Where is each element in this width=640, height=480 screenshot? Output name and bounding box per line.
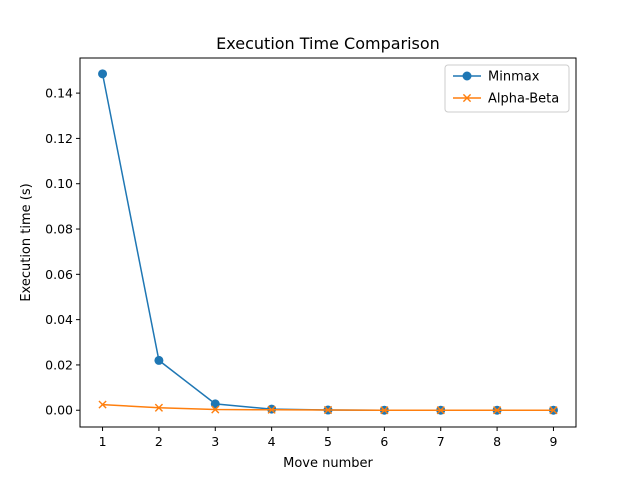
y-tick-label: 0.08: [45, 222, 73, 237]
data-point-minmax: [154, 355, 164, 365]
y-tick-label: 0.14: [45, 86, 73, 101]
y-axis-label: Execution time (s): [19, 183, 34, 301]
legend-entry-minmax: Minmax: [453, 70, 540, 85]
data-point-alpha-beta: [436, 406, 445, 415]
y-tick-label: 0.06: [45, 267, 73, 282]
x-tick-label: 9: [549, 434, 557, 449]
y-axis-ticks: 0.00 0.02 0.04 0.06 0.08 0.10 0.12 0.14: [45, 86, 80, 418]
x-tick-label: 6: [380, 434, 388, 449]
legend-label-alpha-beta: Alpha-Beta: [488, 92, 559, 107]
y-tick-label: 0.04: [45, 312, 73, 327]
data-point-alpha-beta: [98, 400, 107, 409]
series-layer: [98, 69, 558, 415]
x-axis-ticks: 1 2 3 4 5 6 7 8 9: [99, 427, 557, 449]
plot-frame: [79, 57, 577, 428]
legend-entry-alpha-beta: Alpha-Beta: [453, 92, 559, 107]
x-tick-label: 4: [268, 434, 276, 449]
data-point-alpha-beta: [323, 405, 333, 415]
series-alpha-beta: [98, 400, 558, 415]
y-tick-label: 0.10: [45, 176, 73, 191]
x-tick-label: 5: [324, 434, 332, 449]
x-tick-label: 8: [493, 434, 501, 449]
y-tick-label: 0.12: [45, 131, 73, 146]
y-tick-label: 0.00: [45, 403, 73, 418]
legend: Minmax Alpha-Beta: [444, 64, 570, 113]
x-tick-label: 7: [437, 434, 445, 449]
data-point-alpha-beta: [492, 406, 502, 415]
data-point-minmax: [210, 399, 220, 409]
x-tick-label: 1: [99, 434, 107, 449]
x-tick-label: 2: [155, 434, 163, 449]
data-point-minmax: [98, 69, 108, 79]
data-point-alpha-beta: [380, 406, 389, 415]
x-tick-label: 3: [211, 434, 219, 449]
data-point-alpha-beta: [549, 406, 558, 415]
x-axis-label: Move number: [283, 456, 373, 471]
data-point-alpha-beta: [267, 405, 276, 414]
data-point-alpha-beta: [154, 403, 164, 412]
legend-marker-minmax: [462, 71, 472, 81]
y-tick-label: 0.02: [45, 357, 73, 372]
legend-label-minmax: Minmax: [488, 70, 540, 85]
data-point-alpha-beta: [211, 405, 220, 414]
chart-title: Execution Time Comparison: [216, 34, 440, 53]
legend-marker-alpha-beta: [462, 93, 472, 103]
